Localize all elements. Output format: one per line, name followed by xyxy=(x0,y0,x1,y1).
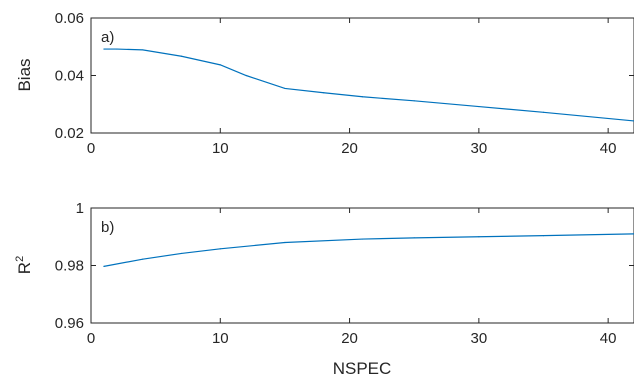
panel-a-data-point xyxy=(478,105,480,108)
panel-b-xtick-label: 30 xyxy=(471,330,488,347)
panel-b-data-point xyxy=(142,258,144,260)
panel-a-axes: 0 10 20 30 40 0.02 0.04 0.06 a) Bias xyxy=(15,10,634,157)
panel-b-data-point xyxy=(542,235,545,237)
panel-a-data-point xyxy=(361,96,364,98)
panel-b-ylabel: R2 xyxy=(14,256,34,274)
panel-a-ytick-label: 0.02 xyxy=(55,125,84,142)
panel-a-xtick-label: 0 xyxy=(87,140,95,157)
panel-a-label: a) xyxy=(101,29,114,46)
panel-a-xtick-label: 10 xyxy=(212,140,229,157)
panel-a-tick-labels: 0 10 20 30 40 0.02 0.04 0.06 xyxy=(55,10,617,157)
panel-b-data-point xyxy=(103,265,105,267)
panel-b-ytick-label: 1 xyxy=(76,200,84,217)
panel-a-plot-area xyxy=(90,17,634,134)
panel-a-data-point xyxy=(284,87,286,90)
panel-b-axes: 0 10 20 30 40 0.96 0.98 1 b) R2 NSPEC xyxy=(14,200,634,378)
panel-a-ytick-label: 0.04 xyxy=(55,68,84,85)
panel-a-xtick-label: 30 xyxy=(471,140,488,157)
panel-b-xtick-label: 10 xyxy=(212,330,229,347)
panel-b-plot-area xyxy=(90,207,634,324)
panel-b-data-point xyxy=(219,248,221,250)
panel-b-ylabel-base: R xyxy=(15,262,34,274)
panel-a-data-point xyxy=(413,100,415,102)
panel-b-ytick-label: 0.96 xyxy=(55,315,84,332)
panel-a-ticks xyxy=(90,17,634,134)
panel-b-series-line xyxy=(103,233,634,267)
panel-b-data-point xyxy=(180,252,183,255)
panel-b-label: b) xyxy=(101,219,114,236)
panel-b-data-point xyxy=(284,241,286,244)
panel-a-data-point xyxy=(542,111,545,113)
panel-b-data-point xyxy=(361,238,364,240)
panel-b-ytick-label: 0.98 xyxy=(55,258,84,275)
panel-b-xlabel: NSPEC xyxy=(333,359,392,378)
panel-a-data-point xyxy=(103,48,105,50)
panel-b-data-point xyxy=(413,237,415,239)
panel-a-data-point xyxy=(245,74,247,77)
panel-b-xtick-label: 40 xyxy=(600,330,617,347)
panel-a-xtick-label: 20 xyxy=(341,140,358,157)
panel-b-data-point xyxy=(478,236,480,238)
panel-b-ticks xyxy=(90,207,634,324)
panel-b-xtick-label: 20 xyxy=(341,330,358,347)
panel-b-ylabel-superscript: 2 xyxy=(14,256,26,262)
panel-a-data-point xyxy=(323,92,325,94)
panel-a-ylabel: Bias xyxy=(15,58,34,91)
panel-a-data-point xyxy=(180,55,183,57)
panel-b-xtick-label: 0 xyxy=(87,330,95,347)
panel-a-data-point xyxy=(142,49,144,51)
panel-a-xtick-label: 40 xyxy=(600,140,617,157)
panel-a-data-point xyxy=(219,64,221,66)
panel-a-ytick-label: 0.06 xyxy=(55,10,84,27)
panel-b-tick-labels: 0 10 20 30 40 0.96 0.98 1 xyxy=(55,200,617,347)
panel-a-data-point xyxy=(116,48,118,50)
